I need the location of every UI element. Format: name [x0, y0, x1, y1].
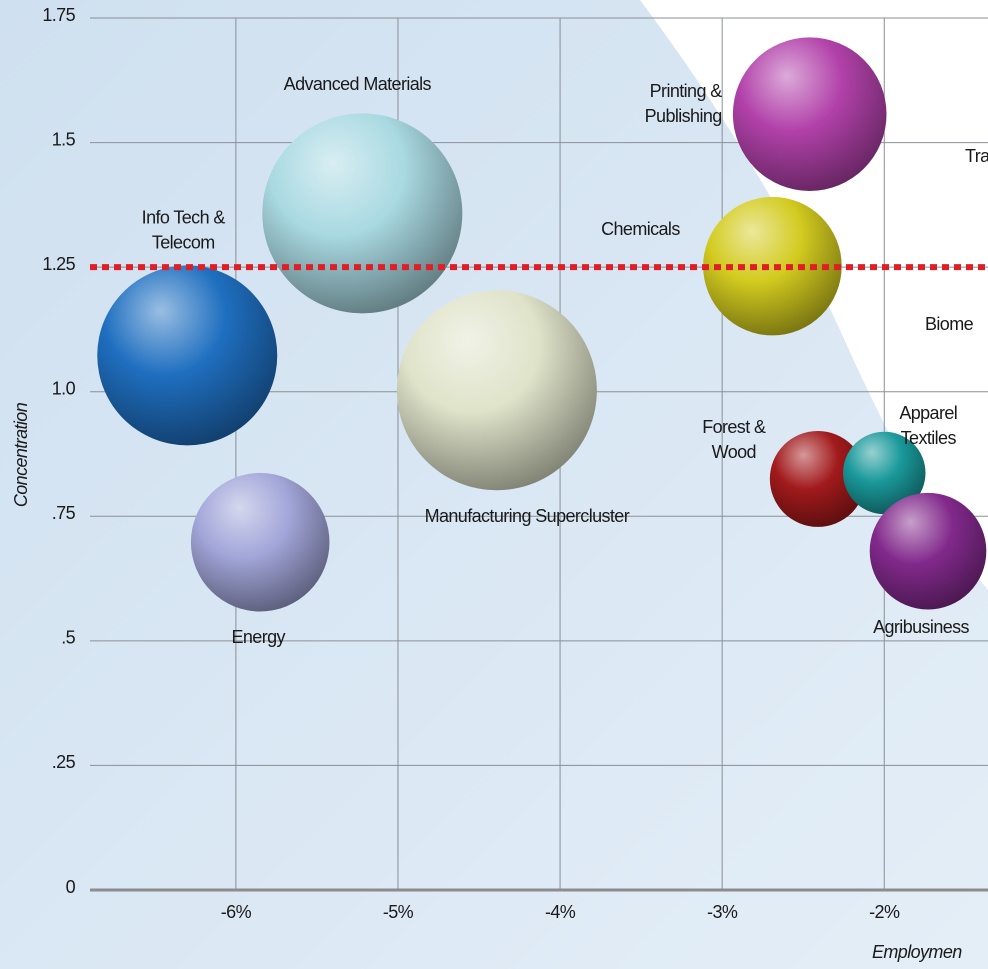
bubble [732, 37, 887, 191]
bubble [703, 196, 842, 336]
y-tick-label: .75 [52, 503, 76, 523]
legend-label: Advanced Materials [284, 74, 432, 94]
bubble [396, 290, 597, 491]
legend-label: Forest & Wood [702, 417, 766, 462]
bubble [843, 431, 926, 515]
y-tick-label: 1.5 [52, 129, 76, 149]
x-tick-label: -2% [869, 902, 900, 922]
annotation: Biome [925, 314, 974, 334]
bubble [97, 265, 278, 446]
y-tick-label: 1.75 [42, 5, 75, 25]
legend-label: Agribusiness [873, 617, 969, 637]
legend-label: Chemicals [601, 219, 680, 239]
x-tick-label: -4% [545, 902, 576, 922]
y-tick-label: .25 [52, 752, 76, 772]
y-tick-label: 0 [66, 877, 76, 897]
x-axis-label: Employmen [872, 942, 962, 962]
annotation: Tra [965, 146, 988, 166]
legend-label: Energy [231, 627, 285, 647]
legend-label: Apparel Textiles [899, 403, 957, 448]
y-tick-label: .5 [61, 628, 75, 648]
x-tick-label: -5% [383, 902, 414, 922]
bubble [769, 430, 866, 527]
y-tick-label: 1.0 [52, 378, 76, 398]
x-tick-label: -6% [221, 902, 252, 922]
legend-label: Printing & Publishing [645, 81, 723, 126]
bubble [190, 472, 330, 612]
bubble [262, 113, 463, 314]
bubble [869, 492, 987, 610]
y-axis-label: Concentration [11, 402, 31, 507]
legend-label: Manufacturing Supercluster [425, 506, 630, 526]
x-tick-label: -3% [707, 902, 738, 922]
y-tick-label: 1.25 [42, 254, 75, 274]
legend-label: Info Tech & Telecom [142, 207, 226, 252]
